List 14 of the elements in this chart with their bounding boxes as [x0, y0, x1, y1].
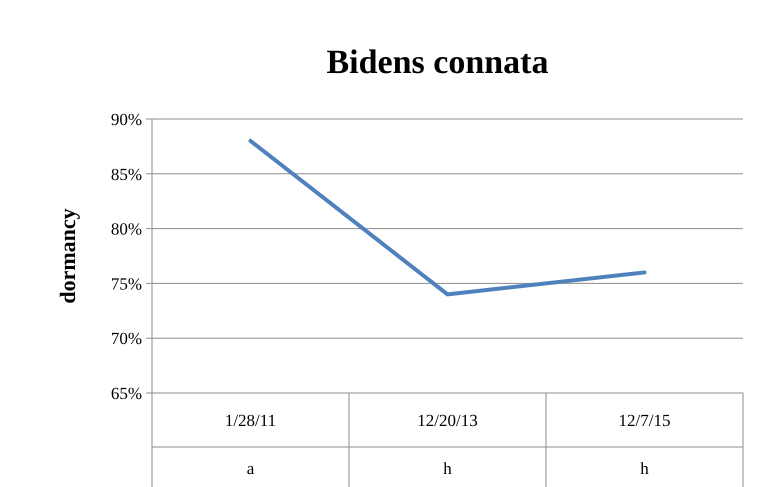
- y-tick-label: 75%: [110, 274, 142, 294]
- y-axis-title: dormancy: [55, 208, 80, 304]
- y-tick-label: 70%: [110, 329, 142, 348]
- chart-title: Bidens connata: [326, 44, 548, 81]
- x-tick-label: 12/7/15: [618, 411, 670, 430]
- y-tick-label: 85%: [110, 164, 142, 184]
- y-tick-label: 90%: [110, 110, 142, 129]
- x-tick-label: 1/28/11: [224, 411, 276, 430]
- y-tick-label: 80%: [110, 220, 142, 239]
- text: h: [640, 459, 650, 478]
- text: h: [443, 459, 452, 478]
- x-tick-label: 12/20/13: [417, 411, 478, 430]
- text: a: [246, 459, 255, 478]
- y-tick-label: 65%: [110, 384, 142, 403]
